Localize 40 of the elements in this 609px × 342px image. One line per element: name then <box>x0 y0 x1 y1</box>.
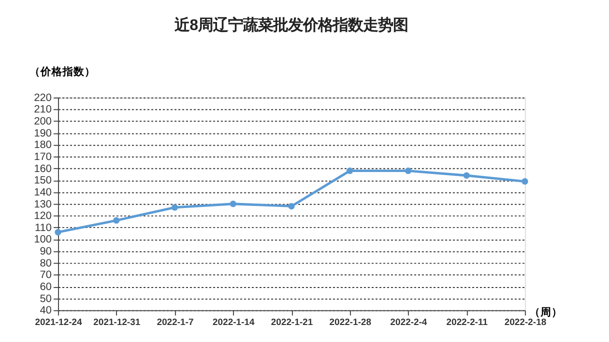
y-tick-label: 150 <box>34 174 52 187</box>
point <box>404 168 412 174</box>
y-tick-label: 200 <box>34 116 52 128</box>
chart-title: 近8周辽宁蔬菜批发价格指数走势图 <box>174 16 408 34</box>
x-tick-label: 2022-2-4 <box>390 317 428 328</box>
y-tick-label: 190 <box>34 127 52 140</box>
x-tick-label: 2021-12-24 <box>35 317 83 328</box>
point <box>346 168 354 174</box>
point <box>522 178 528 185</box>
y-tick-label: 120 <box>34 210 52 222</box>
y-tick-label: 210 <box>34 104 52 116</box>
x-tick-label: 2022-2-18 <box>504 317 546 328</box>
y-tick-label: 130 <box>34 198 52 210</box>
y-tick-label: 180 <box>34 139 52 152</box>
y-tick-label: 50 <box>40 292 52 305</box>
y-axis-title: （价格指数） <box>29 64 96 78</box>
point <box>463 172 470 179</box>
point <box>171 204 178 211</box>
x-tick-label: 2022-1-21 <box>271 317 313 328</box>
y-tick-label: 160 <box>34 162 52 175</box>
point <box>113 217 120 224</box>
y-tick-label: 90 <box>40 246 52 258</box>
point <box>54 228 62 236</box>
x-tick-label: 2021-12-31 <box>93 317 140 328</box>
point <box>230 200 236 208</box>
x-tick-label: 2022-2-11 <box>446 317 488 328</box>
point <box>288 202 295 210</box>
x-tick-label: 2022-1-7 <box>156 317 194 328</box>
x-tick-label: 2022-1-14 <box>212 317 256 328</box>
y-tick-label: 70 <box>40 269 52 282</box>
x-tick-label: 2022-1-28 <box>329 317 372 328</box>
y-tick-label: 40 <box>40 304 52 317</box>
y-tick-label: 80 <box>40 257 52 270</box>
y-tick-label: 140 <box>34 186 52 198</box>
y-tick-label: 60 <box>40 280 52 293</box>
y-tick-label: 220 <box>34 92 52 104</box>
x-axis-title: （周） <box>529 306 562 319</box>
y-tick-label: 170 <box>34 150 52 163</box>
y-tick-label: 110 <box>34 222 52 234</box>
y-tick-label: 100 <box>34 234 52 246</box>
